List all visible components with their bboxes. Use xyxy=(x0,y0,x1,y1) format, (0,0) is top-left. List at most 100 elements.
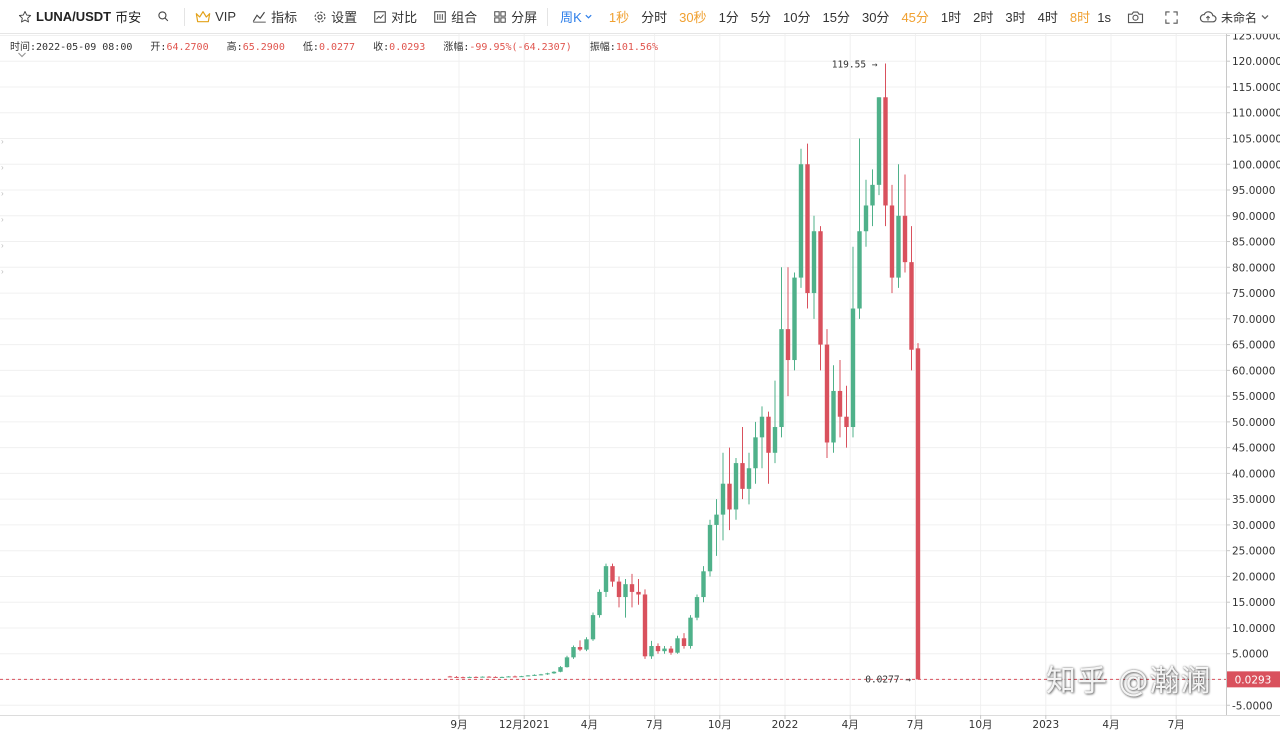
crown-icon xyxy=(195,10,211,22)
y-tick-label: 115.0000 xyxy=(1232,82,1280,94)
interval-1[interactable]: 1秒 xyxy=(603,0,635,34)
interval-label: 2时 xyxy=(973,10,994,25)
toolbar-divider xyxy=(547,7,549,26)
settings-button[interactable]: 设置 xyxy=(305,0,365,34)
indicators-button[interactable]: 指标 xyxy=(244,0,305,34)
interval-11[interactable]: 2时 xyxy=(967,0,999,34)
open-label: 开: xyxy=(150,42,167,53)
x-tick-label: 2023 xyxy=(1032,719,1059,731)
interval-8[interactable]: 30分 xyxy=(856,0,895,34)
candle-body xyxy=(473,676,479,678)
y-tick-label: 65.0000 xyxy=(1232,340,1275,352)
candle-body xyxy=(467,676,472,678)
collapse-info-button[interactable] xyxy=(17,51,27,62)
candle-body xyxy=(532,674,537,676)
symbol-selector[interactable]: LUNA/USDT 币安 xyxy=(0,0,149,34)
y-tick-label: 80.0000 xyxy=(1232,262,1275,274)
interval-9[interactable]: 45分 xyxy=(895,0,934,34)
interval-14[interactable]: 8时 xyxy=(1064,0,1096,34)
combo-button[interactable]: 组合 xyxy=(425,0,485,34)
interval-label: 30秒 xyxy=(679,10,707,25)
candle-body xyxy=(811,231,817,294)
y-tick-label: 10.0000 xyxy=(1232,623,1275,635)
time-axis[interactable]: 9月 12月2021 4月 7月 10月 2022 4月 7月 10月 2023 4月 7月 xyxy=(0,715,1280,731)
vip-button[interactable]: VIP xyxy=(187,0,244,34)
candle-body xyxy=(571,647,576,658)
interval-3[interactable]: 30秒 xyxy=(673,0,712,34)
compare-icon xyxy=(374,10,386,23)
y-tick-label: 100.0000 xyxy=(1232,159,1280,171)
toolbar-divider xyxy=(184,7,186,26)
candle-body xyxy=(883,97,888,206)
candle-body xyxy=(909,262,914,350)
interval-label: 1分 xyxy=(718,10,739,25)
interval-7[interactable]: 15分 xyxy=(817,0,856,34)
compare-button[interactable]: 对比 xyxy=(365,0,425,34)
combo-label: 组合 xyxy=(451,10,478,25)
y-tick-label: 50.0000 xyxy=(1232,417,1275,429)
refresh-rate-label: 1s xyxy=(1097,9,1111,25)
star-icon[interactable] xyxy=(18,10,32,24)
cloud-save-button[interactable]: 未命名 xyxy=(1191,0,1280,34)
interval-0[interactable]: 周K xyxy=(554,0,603,34)
candle-body xyxy=(844,416,849,428)
interval-6[interactable]: 10分 xyxy=(777,0,816,34)
x-tick-label: 7月 xyxy=(907,719,924,731)
interval-2[interactable]: 分时 xyxy=(635,0,673,34)
right-tools: 1s 未命名 xyxy=(1089,0,1280,34)
close-value: 0.0293 xyxy=(389,42,426,53)
low-value: 0.0277 xyxy=(318,42,356,53)
close-label: 收: xyxy=(373,42,390,53)
candle-body xyxy=(538,674,544,676)
side-marker: › xyxy=(1,215,4,224)
candle-body xyxy=(779,329,784,428)
candle-body xyxy=(584,639,589,650)
change-label: 涨幅: xyxy=(443,42,470,53)
last-price-tag xyxy=(1227,671,1280,688)
fullscreen-button[interactable] xyxy=(1156,0,1191,34)
x-tick-label: 4月 xyxy=(842,719,859,731)
interval-13[interactable]: 4时 xyxy=(1032,0,1064,34)
refresh-rate-button[interactable]: 1s xyxy=(1089,0,1119,34)
candle-body xyxy=(447,676,453,678)
y-tick-label: 30.0000 xyxy=(1232,520,1275,532)
price-chart[interactable]: › › › › › › 0.0293 119.55 → 0.0277 → -5.0000 5.0… xyxy=(0,34,1280,731)
screenshot-button[interactable] xyxy=(1119,0,1156,34)
search-button[interactable] xyxy=(149,0,182,34)
interval-12[interactable]: 3时 xyxy=(999,0,1031,34)
candle-body xyxy=(688,617,693,647)
y-tick-label: 40.0000 xyxy=(1232,468,1275,480)
watermark: 知乎 @瀚澜 xyxy=(1046,664,1212,699)
interval-4[interactable]: 1分 xyxy=(713,0,745,34)
price-axis[interactable]: -5.0000 5.0000 10.0000 15.0000 20.0000 25.000… xyxy=(1226,34,1280,715)
interval-5[interactable]: 5分 xyxy=(745,0,777,34)
candle-body xyxy=(649,646,654,657)
interval-label: 15分 xyxy=(822,10,850,25)
indicators-label: 指标 xyxy=(271,10,298,25)
interval-10[interactable]: 1时 xyxy=(935,0,967,34)
candle-body xyxy=(623,584,628,598)
split-screen-icon xyxy=(494,10,506,23)
candle-body xyxy=(590,615,596,640)
candle-body xyxy=(642,594,648,657)
candle-body xyxy=(460,677,466,679)
candle-body xyxy=(746,468,752,489)
amplitude-label: 振幅: xyxy=(589,42,616,53)
candle-body xyxy=(564,657,570,668)
candle-body xyxy=(889,205,895,278)
candle-body xyxy=(707,524,713,572)
candle-body xyxy=(805,164,810,294)
candle-body xyxy=(493,676,498,678)
candle-body xyxy=(486,676,492,678)
candle-body xyxy=(876,97,882,185)
y-tick-label: 60.0000 xyxy=(1232,365,1275,377)
candle-body xyxy=(519,676,524,678)
candle-body xyxy=(545,673,550,675)
candle-body xyxy=(720,483,726,515)
x-tick-label: 2022 xyxy=(772,719,799,731)
candle-body xyxy=(662,648,667,652)
split-screen-button[interactable]: 分屏 xyxy=(485,0,545,34)
interval-label: 45分 xyxy=(901,10,929,25)
y-tick-label: 105.0000 xyxy=(1232,133,1280,145)
y-tick-label: 90.0000 xyxy=(1232,211,1275,223)
